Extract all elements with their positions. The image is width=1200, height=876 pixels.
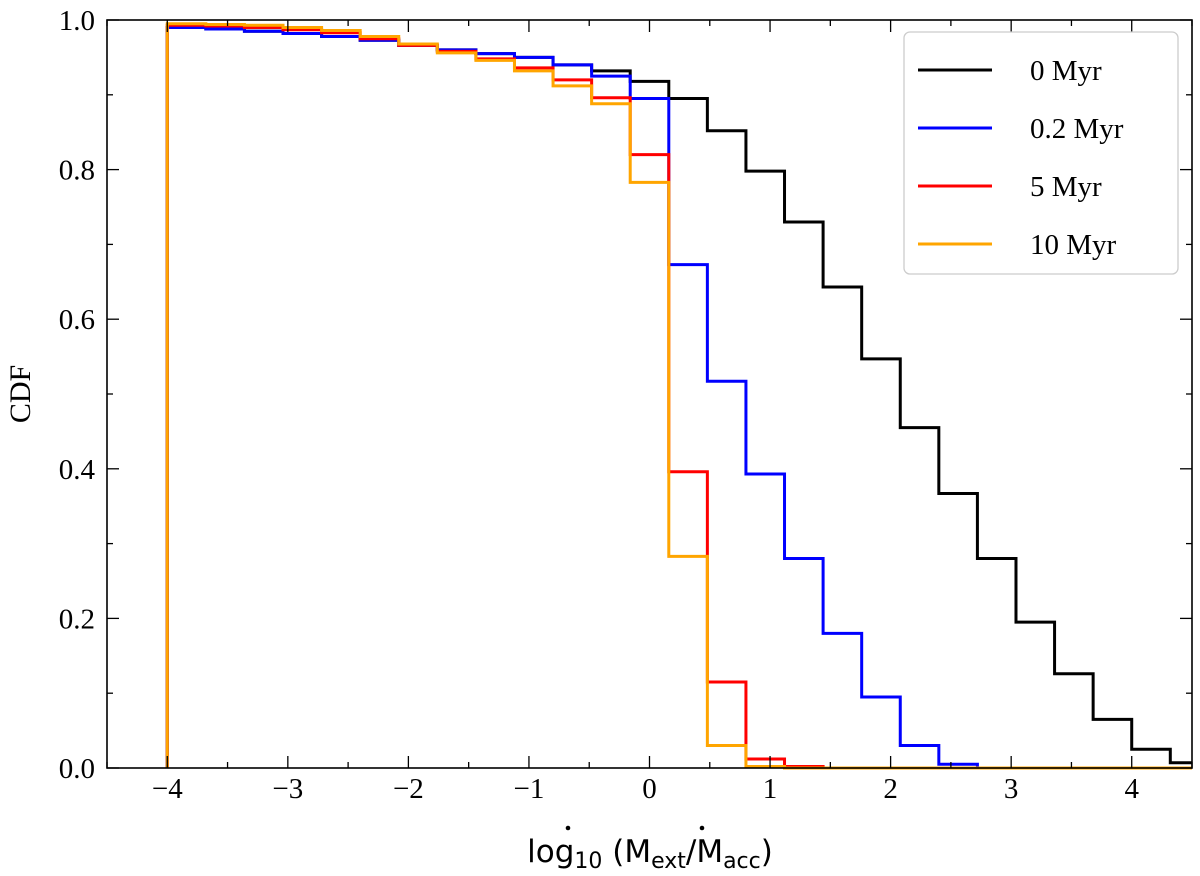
legend-label: 10 Myr (1030, 229, 1117, 261)
x-tick-label: −4 (152, 773, 183, 805)
x-tick-label: 2 (883, 773, 898, 805)
x-tick-label: −2 (393, 773, 424, 805)
mdot-dots (565, 825, 705, 831)
x-tick-label: 1 (763, 773, 778, 805)
y-axis-label: CDF (4, 365, 37, 423)
legend-label: 0 Myr (1030, 55, 1102, 87)
y-tick-label: 1.0 (59, 5, 95, 37)
axis-ticks: −4 −3 −2 −1 0 1 2 3 4 0.0 0.2 0.4 0.6 0.8 1.0 (59, 5, 1193, 805)
y-tick-label: 0.6 (59, 304, 95, 336)
legend-box (903, 31, 1179, 275)
x-tick-label: −3 (272, 773, 303, 805)
x-tick-label: 3 (1004, 773, 1019, 805)
x-tick-label: 4 (1124, 773, 1139, 805)
x-tick-label: 0 (642, 773, 657, 805)
x-tick-label: −1 (514, 773, 545, 805)
y-tick-label: 0.2 (59, 603, 95, 635)
x-axis-label: log10 (Mext/Macc) (527, 834, 773, 874)
legend: 0 Myr 0.2 Myr 5 Myr 10 Myr (903, 31, 1179, 275)
y-tick-label: 0.0 (59, 753, 95, 785)
y-tick-label: 0.8 (59, 155, 95, 187)
legend-label: 0.2 Myr (1030, 113, 1124, 145)
legend-label: 5 Myr (1030, 171, 1102, 203)
y-tick-label: 0.4 (59, 454, 96, 486)
